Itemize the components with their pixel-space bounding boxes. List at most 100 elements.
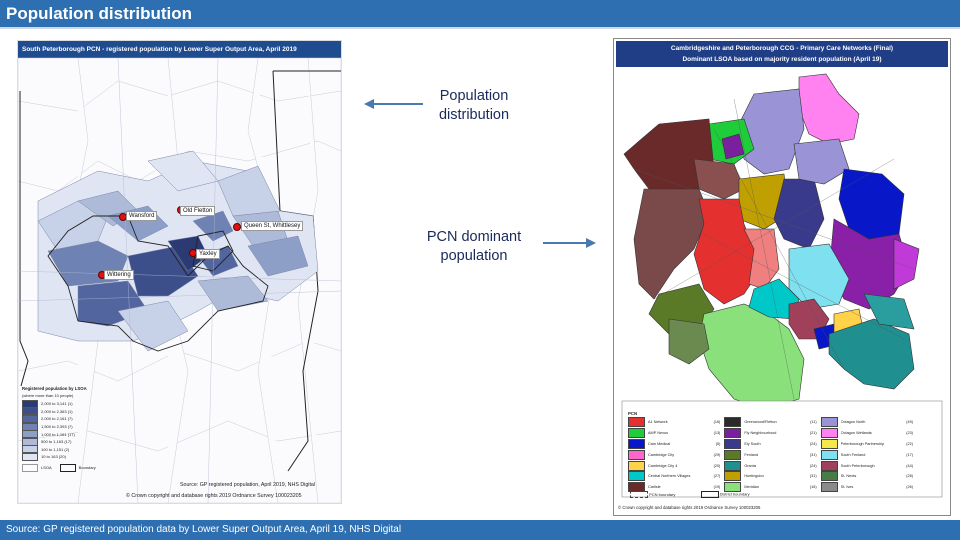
legend-swatch <box>22 422 38 431</box>
pcn-count: (16) <box>809 485 817 490</box>
legend-label: 2,000 to 2,161 (7) <box>41 416 73 422</box>
pcn-boundary-swatch <box>630 491 648 498</box>
pcn-swatch <box>820 471 838 482</box>
legend-row: 2,000 to 2,363 (1) <box>22 407 122 416</box>
pcn-count: (28) <box>906 474 913 479</box>
town-label-yaxley: Yaxley <box>196 249 220 259</box>
legend-swatch <box>22 414 38 423</box>
pcn-name: Cambridge City 4 <box>648 463 678 468</box>
legend-row: 100 to 1,151 (2) <box>22 445 122 454</box>
right-map-title-line1: Cambridgeshire and Peterborough CCG - Pr… <box>670 45 894 52</box>
pcn-count: (19) <box>713 485 721 490</box>
pcn-name: Fenland <box>744 452 759 457</box>
pcn-swatch <box>628 417 645 428</box>
legend-swatch <box>22 445 38 454</box>
pcn-swatch <box>628 428 645 439</box>
pcn-legend-item: Central Northern Villages (27) <box>628 471 720 482</box>
pcn-legend-item: Greenwood/Fletton (11) <box>724 417 817 428</box>
pcn-swatch <box>820 449 838 460</box>
legend-subtitle: (where more than 10 people) <box>22 393 74 398</box>
pcn-name: Meridian <box>744 485 759 490</box>
town-label-wansford: Wansford <box>126 211 158 221</box>
pcn-swatch <box>724 449 742 460</box>
legend-row: 2,000 to 3,141 (1) <box>22 399 122 408</box>
pcn-swatch <box>724 438 742 449</box>
pcn-swatch <box>724 428 742 439</box>
legend-rows: 2,000 to 3,141 (1) 2,000 to 2,363 (1) 2,00… <box>22 399 122 461</box>
right-map-title: Cambridgeshire and Peterborough CCG - Pr… <box>616 41 948 67</box>
pcn-boundary-label: PCN boundary <box>649 491 676 497</box>
pcn-name: Carlisle <box>648 485 661 490</box>
pcn-swatch <box>628 471 645 482</box>
legend-label: 1,500 to 2,393 (7) <box>41 424 73 430</box>
pcn-swatch <box>628 438 645 449</box>
legend-swatch <box>22 452 38 461</box>
town-label-queen-st-whittlesey: Queen St, Whittlesey <box>241 221 304 231</box>
arrow-right-icon <box>543 238 596 248</box>
legend-swatch <box>22 437 38 446</box>
pcn-legend-item: Octagon North (49) <box>820 417 913 428</box>
pcn-name: Cam Medical <box>648 441 671 446</box>
pcn-swatch <box>820 428 838 439</box>
pcn-name: Granta <box>744 463 756 468</box>
pcn-count: (44) <box>906 463 913 468</box>
pcn-count: (17) <box>906 452 913 457</box>
pcn-name: AMP Nexus <box>648 431 668 436</box>
annotation-population-distribution: Population distribution <box>438 88 510 123</box>
pcn-name: A1 Network <box>648 420 668 425</box>
pcn-name: Central Northern Villages <box>648 474 691 479</box>
pcn-count: (22) <box>906 441 913 446</box>
legend-row: 10 to 163 (20) <box>22 452 122 461</box>
pcn-name: St. Neots <box>840 474 857 479</box>
pcn-legend-item: Octagon Wetlands (23) <box>820 428 913 439</box>
left-map-title: South Peterborough PCN - registered popu… <box>18 41 341 58</box>
pcn-name: St. Ives <box>840 485 854 490</box>
pcn-name: Peterborough Partnership <box>840 441 885 446</box>
pcn-legend-item: Cambridge City 4 (20) <box>628 460 720 471</box>
pcn-swatch <box>820 438 838 449</box>
right-map-legend: PCN A1 Network (16) Greenwood/Fletton (11) O… <box>628 411 913 493</box>
legend-swatch <box>22 430 38 439</box>
legend-label: 2,000 to 2,363 (1) <box>41 408 73 414</box>
pcn-legend-title: PCN <box>628 411 638 416</box>
legend-row: 2,000 to 2,161 (7) <box>22 414 122 423</box>
pcn-name: Octagon North <box>840 420 866 425</box>
pcn-swatch <box>724 417 742 428</box>
pcn-count: (5) <box>715 441 721 446</box>
pcn-legend-item: Fenland (31) <box>724 449 817 460</box>
left-map-legend: Registered population by LSOA (where mor… <box>22 386 122 472</box>
pcn-count: (16) <box>713 420 721 425</box>
pcn-swatch <box>628 460 645 471</box>
pcn-name: Fly Neighbourhood <box>744 431 777 436</box>
pcn-swatch <box>820 460 838 471</box>
lsoa-label: LSOA <box>41 465 52 471</box>
pcn-legend-item: Cam Medical (5) <box>628 438 721 450</box>
town-marker-queen-st-whittlesey <box>233 223 241 231</box>
legend-label: 2,000 to 3,141 (1) <box>41 401 73 407</box>
pcn-name: Huntingdon <box>744 474 764 479</box>
pcn-count: (29) <box>713 452 721 457</box>
pcn-count: (49) <box>906 420 913 425</box>
left-map: South Peterborough PCN - registered popu… <box>17 40 342 504</box>
pcn-legend-item: South Fenland (17) <box>820 449 913 460</box>
legend-row: 1,000 to 1,161 (17) <box>22 430 122 439</box>
pcn-legend-item: St. Ives (26) <box>820 482 913 493</box>
pcn-count: (24) <box>809 441 817 446</box>
pcn-legend-item: Peterborough Partnership (22) <box>820 438 913 450</box>
pcn-legend-item: Cambridge City (29) <box>628 449 720 460</box>
pcn-count: (23) <box>906 431 913 436</box>
page-title: Population distribution <box>6 4 193 23</box>
pcn-legend-item: AMP Nexus (13) <box>628 428 720 439</box>
pcn-legend-item: Ely South (24) <box>724 438 817 450</box>
legend-label: 1,000 to 1,161 (17) <box>41 431 75 437</box>
legend-label: 100 to 1,151 (2) <box>41 446 70 452</box>
pcn-legend-item: Fly Neighbourhood (21) <box>724 428 817 439</box>
legend-row: 1,500 to 2,393 (7) <box>22 422 122 431</box>
right-map-canvas <box>621 73 943 498</box>
pcn-legend-item: A1 Network (16) <box>628 417 720 428</box>
legend-row: 500 to 1,163 (17) <box>22 437 122 446</box>
left-map-source: Source: GP registered population, April … <box>180 482 316 488</box>
boundary-label: Boundary <box>78 465 96 471</box>
legend-title: Registered population by LSOA <box>22 386 87 391</box>
pcn-name: Greenwood/Fletton <box>744 420 777 425</box>
